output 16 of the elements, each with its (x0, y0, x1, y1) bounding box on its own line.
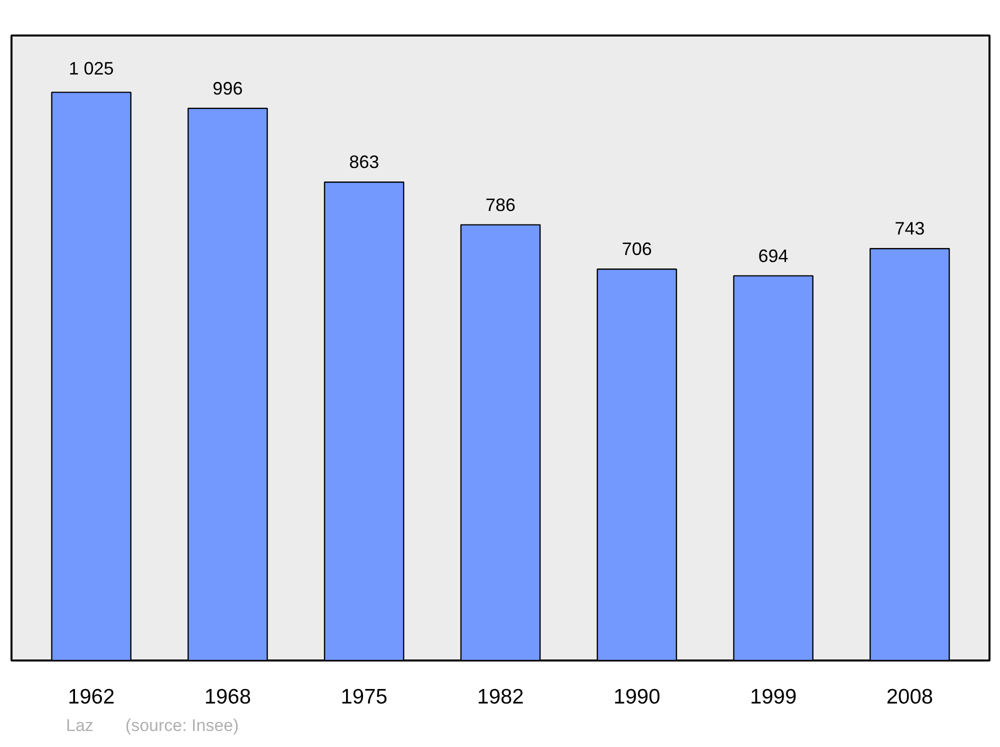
data-label: 996 (212, 78, 243, 98)
data-label: 863 (349, 152, 380, 172)
data-label: 694 (758, 246, 788, 266)
x-tick-label: 1990 (614, 686, 660, 708)
x-tick-label: 2008 (886, 686, 934, 708)
text: (source: Insee) (125, 716, 239, 735)
x-tick-label: 1975 (340, 686, 388, 708)
x-tick-label: 1999 (750, 686, 797, 708)
x-tick-label: 1968 (204, 686, 252, 708)
text: Laz (66, 716, 94, 735)
data-label: 1 025 (68, 58, 114, 78)
x-tick-label: 1982 (477, 686, 524, 708)
x-tick-label: 1962 (68, 686, 115, 708)
data-label: 706 (622, 239, 652, 260)
data-label: 743 (894, 218, 925, 239)
data-label: 786 (485, 194, 516, 215)
